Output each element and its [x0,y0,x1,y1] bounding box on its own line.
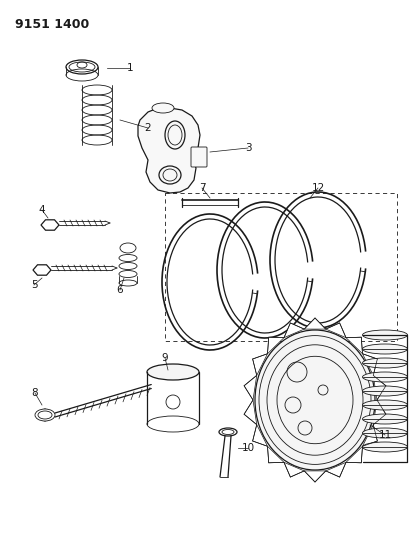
Text: 9151 1400: 9151 1400 [15,18,89,31]
Ellipse shape [363,442,407,452]
Polygon shape [346,337,363,354]
Polygon shape [38,409,52,421]
Ellipse shape [363,358,407,368]
Text: 12: 12 [312,183,325,193]
Ellipse shape [363,428,407,438]
Ellipse shape [363,344,407,354]
Polygon shape [284,462,304,477]
Ellipse shape [219,428,237,436]
Text: 11: 11 [379,430,392,440]
Polygon shape [253,425,268,446]
Polygon shape [268,337,284,354]
Polygon shape [138,108,200,193]
Polygon shape [253,354,268,375]
Polygon shape [33,265,51,275]
Polygon shape [346,446,363,463]
Ellipse shape [255,330,375,470]
Polygon shape [326,323,346,337]
FancyBboxPatch shape [191,147,207,167]
Ellipse shape [363,330,407,340]
Text: 6: 6 [117,285,123,295]
Text: 3: 3 [245,143,251,153]
Ellipse shape [147,364,199,380]
Ellipse shape [363,400,407,410]
Text: 8: 8 [32,388,38,398]
Bar [165,193,397,341]
Ellipse shape [147,416,199,432]
Polygon shape [304,471,326,482]
Polygon shape [373,400,386,425]
Polygon shape [268,446,284,463]
Ellipse shape [152,103,174,113]
Polygon shape [244,375,257,400]
Ellipse shape [363,386,407,396]
Ellipse shape [363,372,407,382]
Polygon shape [363,354,377,375]
Polygon shape [284,323,304,337]
Text: 4: 4 [39,205,45,215]
Polygon shape [326,462,346,477]
Ellipse shape [35,409,55,421]
Text: 2: 2 [145,123,151,133]
Text: 1: 1 [127,63,133,73]
Polygon shape [304,318,326,329]
Text: 9: 9 [162,353,169,363]
Text: 5: 5 [31,280,37,290]
Polygon shape [41,220,59,230]
Text: 10: 10 [241,443,254,453]
Polygon shape [244,400,257,425]
Polygon shape [363,425,377,446]
Polygon shape [373,375,386,400]
Ellipse shape [363,414,407,424]
Text: 7: 7 [199,183,206,193]
